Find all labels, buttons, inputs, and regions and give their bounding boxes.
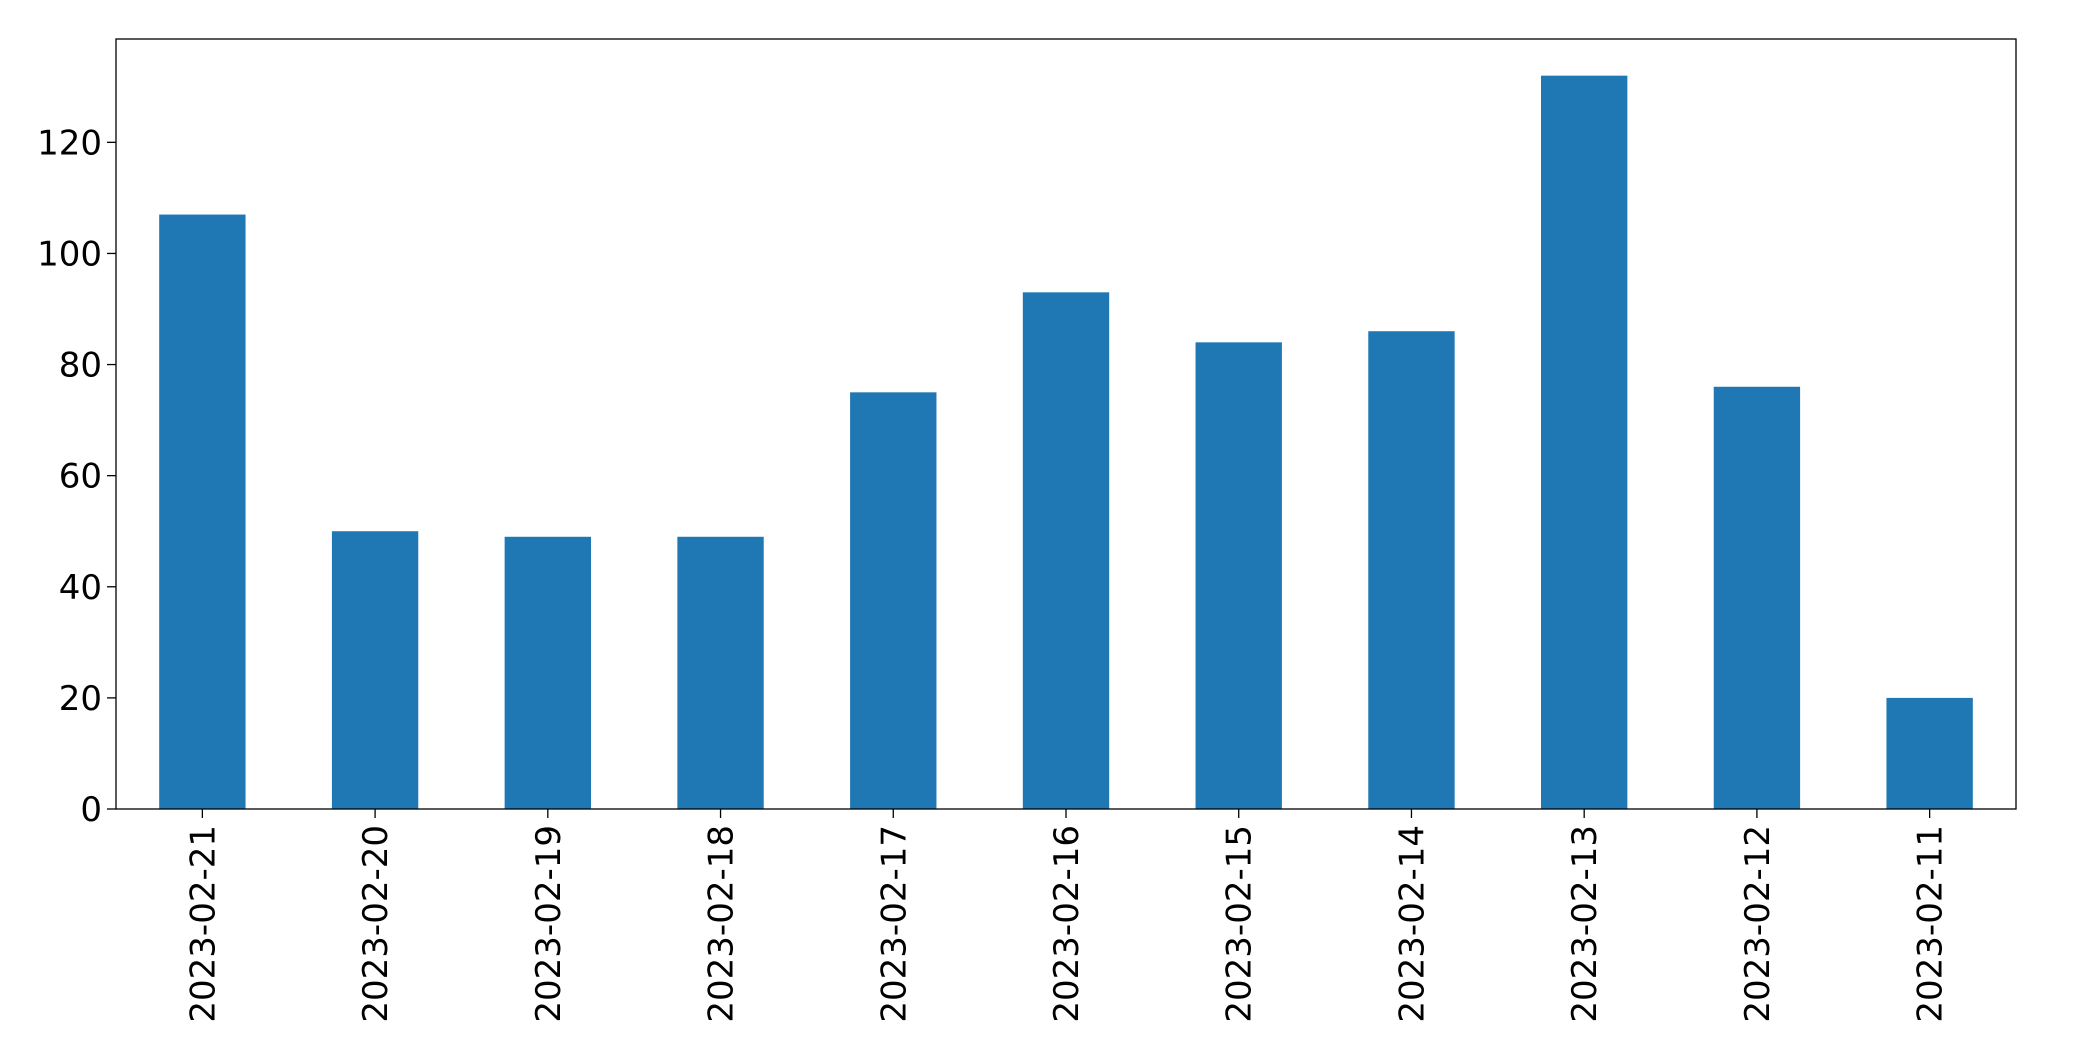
bar: [1368, 331, 1455, 809]
bar: [677, 536, 764, 809]
x-tick-label: 2023-02-19: [529, 825, 569, 1023]
x-tick-label: 2023-02-12: [1738, 825, 1778, 1023]
y-tick-label: 0: [80, 790, 102, 830]
y-tick-label: 60: [59, 457, 102, 497]
bar: [1022, 292, 1110, 809]
bar: [159, 214, 246, 810]
x-tick-label: 2023-02-17: [874, 825, 914, 1023]
bar: [1713, 386, 1801, 809]
bar: [1886, 697, 1973, 809]
bar: [504, 536, 591, 809]
y-tick-label: 40: [59, 568, 102, 608]
x-tick-label: 2023-02-20: [356, 825, 396, 1023]
bar: [331, 531, 419, 809]
x-tick-label: 2023-02-14: [1392, 825, 1432, 1023]
x-tick-label: 2023-02-21: [183, 825, 223, 1023]
bar: [1195, 342, 1282, 809]
bar: [1541, 75, 1628, 809]
x-tick-label: 2023-02-16: [1047, 825, 1087, 1023]
plot-frame: [115, 38, 2017, 810]
y-tick-label: 20: [59, 679, 102, 719]
y-tick-label: 100: [37, 234, 102, 274]
x-tick-label: 2023-02-18: [702, 825, 742, 1023]
y-tick-label: 80: [59, 346, 102, 386]
x-tick-label: 2023-02-11: [1911, 825, 1951, 1023]
bar: [850, 392, 937, 809]
y-tick-label: 120: [37, 123, 102, 163]
x-tick-label: 2023-02-15: [1220, 825, 1260, 1023]
x-tick-label: 2023-02-13: [1565, 825, 1605, 1023]
